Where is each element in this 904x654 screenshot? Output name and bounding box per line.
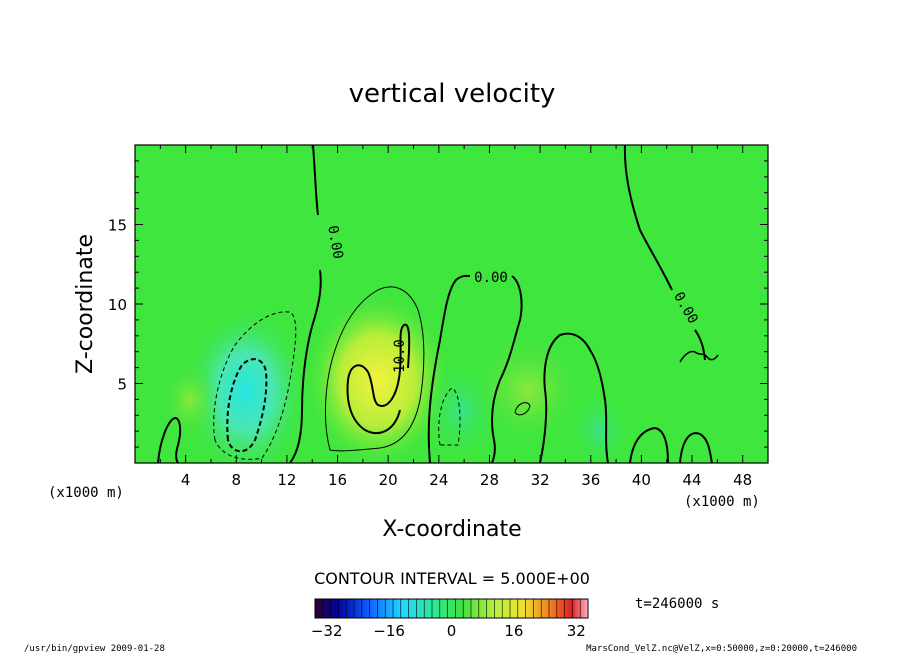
zero-contour-6: [629, 426, 669, 463]
footer-left: /usr/bin/gpview 2009-01-28: [24, 644, 165, 654]
footer-right: MarsCond_VelZ.nc@VelZ,x=0:50000,z=0:2000…: [586, 644, 857, 654]
zero-contour-4: [539, 332, 609, 463]
x-unit-left: (x1000 m): [48, 485, 124, 501]
x-axis-label: X-coordinate: [382, 517, 521, 542]
contour-neg-small: [438, 387, 461, 446]
y-tick-label: 15: [108, 217, 127, 235]
x-tick-label: 24: [429, 471, 448, 489]
colorbar: [314, 598, 589, 619]
zero-contour-7: [679, 432, 713, 463]
updraft-region: [303, 290, 453, 463]
x-tick-label: 20: [379, 471, 398, 489]
y-axis-label: Z-coordinate: [73, 234, 98, 374]
colorbar-tick-label: 16: [504, 622, 523, 640]
x-tick-label: 36: [581, 471, 600, 489]
colorbar-tick-label: 32: [567, 622, 586, 640]
left-weak-region: [160, 360, 220, 440]
colorbar-tick-label: −16: [373, 622, 405, 640]
contour-interval-label: CONTOUR INTERVAL = 5.000E+00: [314, 569, 590, 588]
x-axis: 4 8 12 16 20 24 28 32 36 40 44 48: [159, 145, 752, 489]
x-tick-label: 32: [531, 471, 550, 489]
zero-contour-3: [623, 145, 706, 361]
x-unit-right: (x1000 m): [684, 494, 760, 510]
colorbar-tick-label: −32: [311, 622, 343, 640]
time-label: t=246000 s: [635, 596, 719, 612]
zero-contour-2: [427, 274, 523, 463]
colorbar-tick-label: 0: [447, 622, 457, 640]
x-tick-label: 12: [277, 471, 296, 489]
zero-contour-1: [289, 145, 322, 463]
x-tick-label: 48: [733, 471, 752, 489]
colorbar-ticks: −32 −16 0 16 32: [311, 599, 586, 640]
y-axis: 5 10 15: [108, 160, 768, 448]
contour-10: [346, 323, 411, 435]
right-weak-region: [570, 390, 630, 463]
contour-neg5: [213, 311, 297, 460]
contour-label: 0.00: [324, 224, 346, 260]
weak-updraft-region: [468, 330, 588, 450]
contour-lines: [157, 145, 719, 463]
x-tick-label: 28: [480, 471, 499, 489]
contour-label: 0.00: [474, 270, 508, 286]
zero-contour-5: [157, 416, 182, 463]
contour-small-loop: [514, 402, 531, 416]
chart-title: vertical velocity: [349, 79, 556, 109]
x-tick-label: 16: [328, 471, 347, 489]
downdraft-region: [184, 306, 308, 463]
contour-5: [324, 286, 425, 452]
field-shading: [160, 290, 630, 463]
zero-contour-8: [679, 350, 719, 363]
y-tick-label: 10: [108, 296, 127, 314]
y-tick-label: 5: [117, 376, 127, 394]
x-tick-label: 8: [232, 471, 242, 489]
x-tick-label: 4: [181, 471, 191, 489]
x-tick-label: 44: [682, 471, 701, 489]
contour-label: 10.0: [392, 339, 408, 373]
x-tick-label: 40: [632, 471, 651, 489]
plot-area: 0.00 0.00 0.00 10.0: [134, 144, 769, 464]
contour-neg10: [226, 358, 268, 453]
